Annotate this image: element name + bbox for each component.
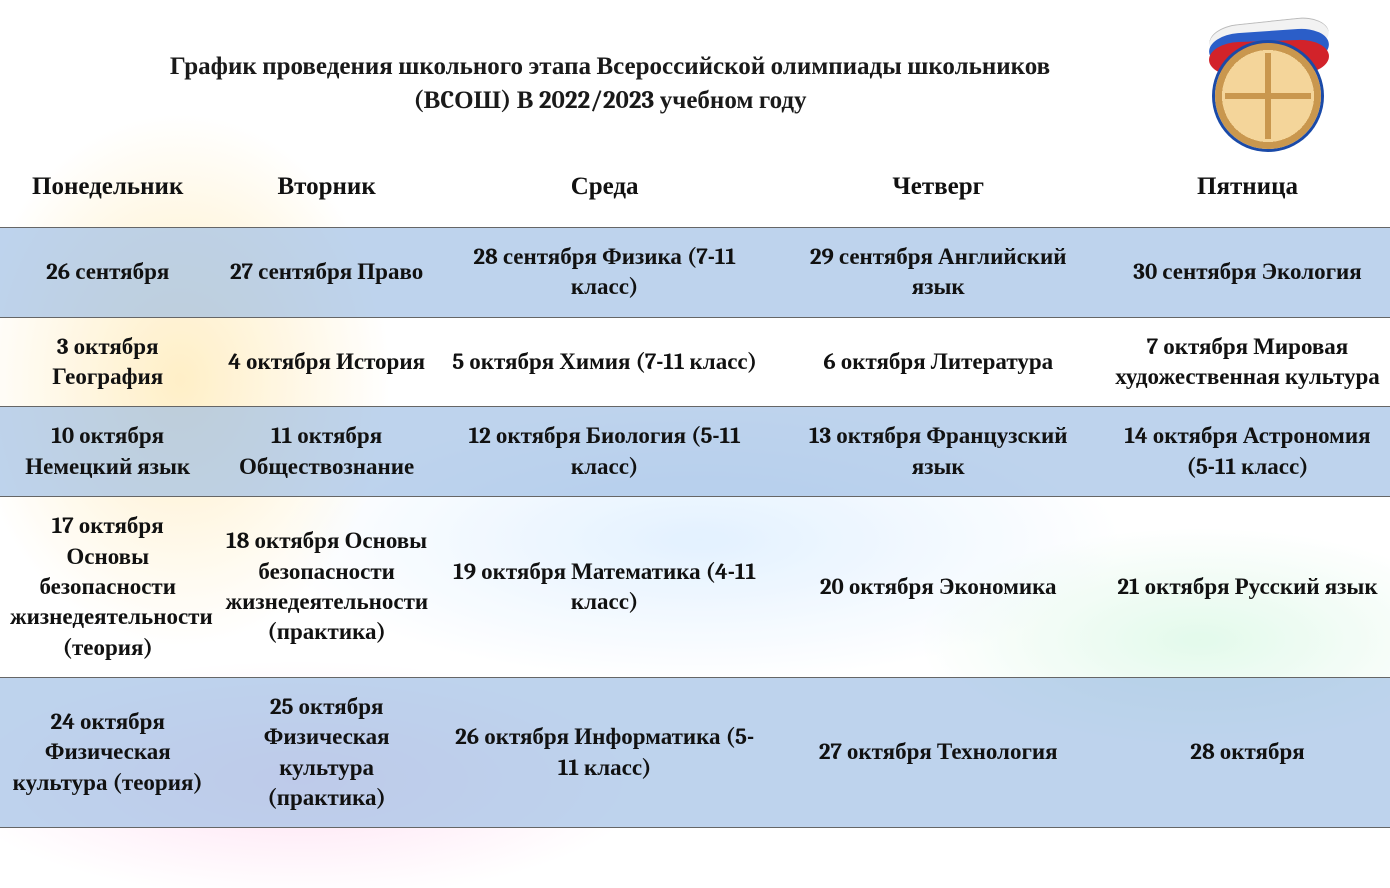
title-line-2: (ВCОШ) В 2022/2023 учебном году xyxy=(413,86,806,115)
table-cell: 30 сентября Экология xyxy=(1105,228,1390,318)
table-cell: 17 октября Основы безопасности жизнедеят… xyxy=(0,497,215,678)
logo-wrap xyxy=(1190,19,1350,149)
col-header: Пятница xyxy=(1105,150,1390,228)
title-line-1: График проведения школьного этапа Всерос… xyxy=(170,52,1050,81)
table-row: 26 сентября27 сентября Право28 сентября … xyxy=(0,228,1390,318)
table-cell: 27 сентября Право xyxy=(215,228,437,318)
table-row: 10 октября Немецкий язык11 октября Общес… xyxy=(0,407,1390,497)
page-title: График проведения школьного этапа Всерос… xyxy=(40,50,1190,118)
olympiad-logo-icon xyxy=(1195,19,1345,149)
col-header: Понедельник xyxy=(0,150,215,228)
table-cell: 13 октября Французский язык xyxy=(771,407,1105,497)
table-cell: 7 октября Мировая художественная культур… xyxy=(1105,317,1390,407)
table-row: 3 октября География4 октября История5 ок… xyxy=(0,317,1390,407)
table-row: 24 октября Физическая культура (теория)2… xyxy=(0,677,1390,827)
schedule-table: Понедельник Вторник Среда Четверг Пятниц… xyxy=(0,150,1390,828)
table-cell: 28 октября xyxy=(1105,677,1390,827)
table-cell: 18 октября Основы безопасности жизнедеят… xyxy=(215,497,437,678)
col-header: Четверг xyxy=(771,150,1105,228)
table-cell: 14 октября Астрономия (5-11 класс) xyxy=(1105,407,1390,497)
table-cell: 6 октября Литература xyxy=(771,317,1105,407)
table-header-row: Понедельник Вторник Среда Четверг Пятниц… xyxy=(0,150,1390,228)
table-cell: 29 сентября Английский язык xyxy=(771,228,1105,318)
table-cell: 4 октября История xyxy=(215,317,437,407)
table-cell: 11 октября Обществознание xyxy=(215,407,437,497)
table-cell: 21 октября Русский язык xyxy=(1105,497,1390,678)
table-cell: 10 октября Немецкий язык xyxy=(0,407,215,497)
table-cell: 28 сентября Физика (7-11 класс) xyxy=(438,228,772,318)
table-cell: 26 октября Информатика (5-11 класс) xyxy=(438,677,772,827)
table-cell: 25 октября Физическая культура (практика… xyxy=(215,677,437,827)
table-cell: 19 октября Математика (4-11 класс) xyxy=(438,497,772,678)
table-cell: 24 октября Физическая культура (теория) xyxy=(0,677,215,827)
schedule-body: 26 сентября27 сентября Право28 сентября … xyxy=(0,228,1390,828)
table-row: 17 октября Основы безопасности жизнедеят… xyxy=(0,497,1390,678)
table-cell: 5 октября Химия (7-11 класс) xyxy=(438,317,772,407)
table-cell: 12 октября Биология (5-11 класс) xyxy=(438,407,772,497)
logo-ring-text xyxy=(1215,43,1321,149)
col-header: Среда xyxy=(438,150,772,228)
table-cell: 20 октября Экономика xyxy=(771,497,1105,678)
table-cell: 26 сентября xyxy=(0,228,215,318)
table-cell: 3 октября География xyxy=(0,317,215,407)
header: График проведения школьного этапа Всерос… xyxy=(0,0,1390,150)
col-header: Вторник xyxy=(215,150,437,228)
page: График проведения школьного этапа Всерос… xyxy=(0,0,1390,828)
table-cell: 27 октября Технология xyxy=(771,677,1105,827)
